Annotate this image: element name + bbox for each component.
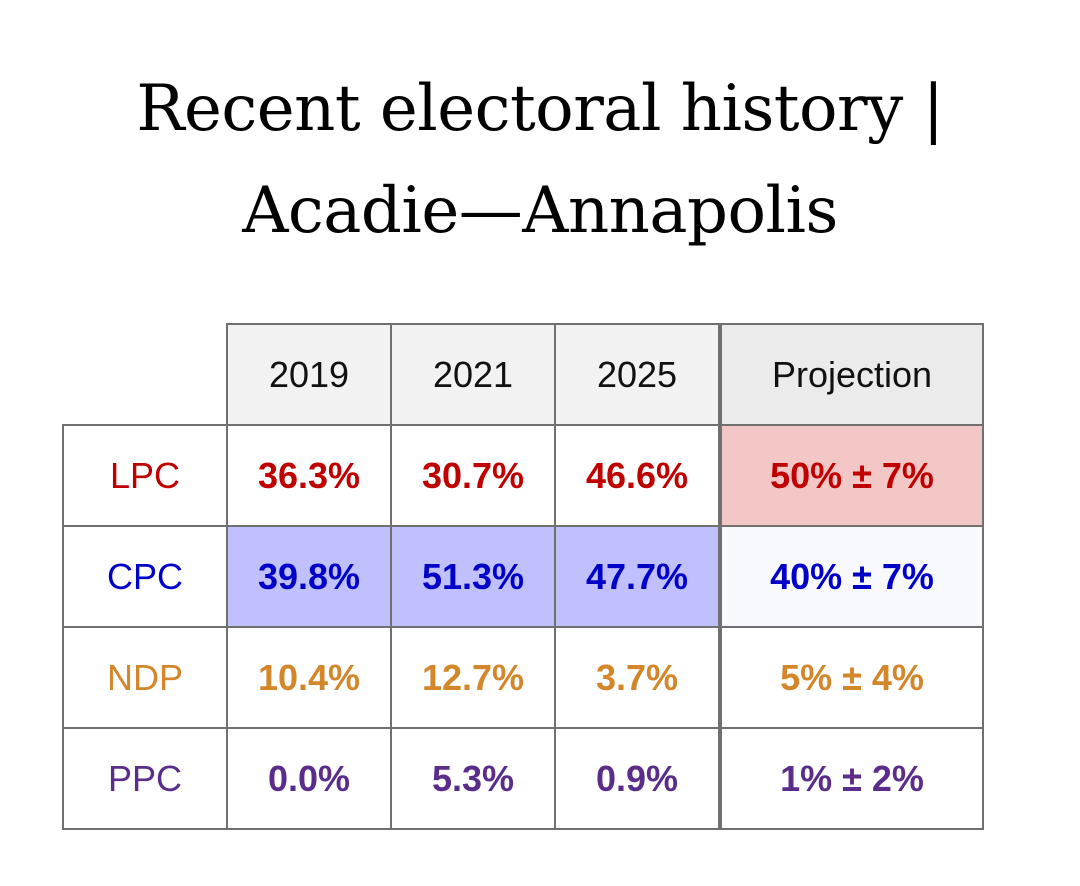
- title-line-2: Acadie—Annapolis: [242, 174, 838, 248]
- corner-cell: [63, 324, 227, 425]
- column-header-2021: 2021: [390, 323, 556, 426]
- result-cell: 12.7%: [390, 626, 556, 729]
- column-header-2019: 2019: [226, 323, 392, 426]
- table-row-ndp: NDP 10.4% 12.7% 3.7% 5% ± 4%: [62, 626, 984, 729]
- projection-cell: 1% ± 2%: [718, 727, 984, 830]
- result-cell: 46.6%: [554, 424, 721, 527]
- table-row-ppc: PPC 0.0% 5.3% 0.9% 1% ± 2%: [62, 727, 984, 830]
- result-cell: 39.8%: [226, 525, 392, 628]
- result-cell: 0.0%: [226, 727, 392, 830]
- result-cell: 36.3%: [226, 424, 392, 527]
- result-cell: 5.3%: [390, 727, 556, 830]
- result-cell: 47.7%: [554, 525, 721, 628]
- table-row-cpc: CPC 39.8% 51.3% 47.7% 40% ± 7%: [62, 525, 984, 628]
- result-cell: 3.7%: [554, 626, 721, 729]
- result-cell: 0.9%: [554, 727, 721, 830]
- result-cell: 10.4%: [226, 626, 392, 729]
- projection-cell: 50% ± 7%: [718, 424, 984, 527]
- result-cell: 51.3%: [390, 525, 556, 628]
- projection-cell: 40% ± 7%: [718, 525, 984, 628]
- electoral-history-table: 2019 2021 2025 Projection LPC 36.3% 30.7…: [62, 323, 984, 830]
- header-row: 2019 2021 2025 Projection: [63, 323, 984, 426]
- party-label: PPC: [62, 727, 228, 830]
- column-header-2025: 2025: [554, 323, 721, 426]
- table-row-lpc: LPC 36.3% 30.7% 46.6% 50% ± 7%: [62, 424, 984, 527]
- party-label: CPC: [62, 525, 228, 628]
- page-title: Recent electoral history | Acadie—Annapo…: [0, 58, 1080, 262]
- column-header-projection: Projection: [718, 323, 984, 426]
- result-cell: 30.7%: [390, 424, 556, 527]
- party-label: NDP: [62, 626, 228, 729]
- party-label: LPC: [62, 424, 228, 527]
- projection-cell: 5% ± 4%: [718, 626, 984, 729]
- title-line-1: Recent electoral history |: [136, 72, 944, 146]
